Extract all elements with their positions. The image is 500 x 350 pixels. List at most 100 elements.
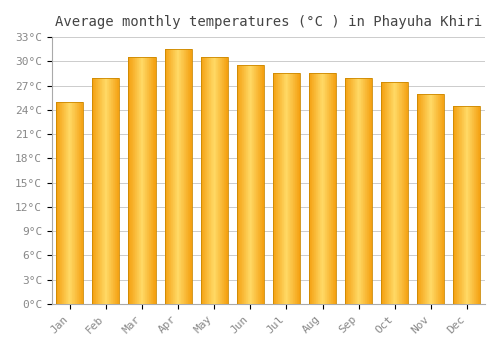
- Bar: [185, 49, 186, 304]
- Bar: [442, 94, 443, 304]
- Bar: [457, 106, 458, 304]
- Bar: [275, 74, 276, 304]
- Bar: [360, 78, 362, 304]
- Bar: [476, 106, 477, 304]
- Bar: [151, 57, 152, 304]
- Bar: [182, 49, 183, 304]
- Bar: [262, 65, 263, 304]
- Bar: [200, 57, 202, 304]
- Bar: [62, 102, 63, 304]
- Bar: [334, 74, 336, 304]
- Bar: [321, 74, 322, 304]
- Bar: [459, 106, 460, 304]
- Bar: [137, 57, 138, 304]
- Bar: [58, 102, 59, 304]
- Bar: [345, 78, 346, 304]
- Bar: [312, 74, 313, 304]
- Bar: [371, 78, 372, 304]
- Bar: [297, 74, 298, 304]
- Bar: [282, 74, 283, 304]
- Bar: [390, 82, 392, 304]
- Bar: [437, 94, 438, 304]
- Bar: [78, 102, 80, 304]
- Bar: [455, 106, 456, 304]
- Bar: [330, 74, 332, 304]
- Bar: [287, 74, 288, 304]
- Bar: [179, 49, 180, 304]
- Bar: [439, 94, 440, 304]
- Bar: [473, 106, 474, 304]
- Bar: [136, 57, 137, 304]
- Bar: [94, 78, 95, 304]
- Bar: [74, 102, 75, 304]
- Bar: [138, 57, 140, 304]
- Bar: [348, 78, 349, 304]
- Bar: [355, 78, 356, 304]
- Bar: [148, 57, 149, 304]
- Bar: [358, 78, 360, 304]
- Bar: [258, 65, 259, 304]
- Bar: [187, 49, 188, 304]
- Bar: [255, 65, 256, 304]
- Bar: [144, 57, 146, 304]
- Bar: [252, 65, 253, 304]
- Bar: [212, 57, 213, 304]
- Bar: [133, 57, 134, 304]
- Bar: [75, 102, 76, 304]
- Bar: [249, 65, 250, 304]
- Bar: [128, 57, 156, 304]
- Bar: [142, 57, 144, 304]
- Bar: [69, 102, 70, 304]
- Bar: [257, 65, 258, 304]
- Bar: [466, 106, 467, 304]
- Bar: [210, 57, 211, 304]
- Bar: [332, 74, 334, 304]
- Bar: [399, 82, 400, 304]
- Bar: [215, 57, 216, 304]
- Bar: [59, 102, 60, 304]
- Bar: [107, 78, 108, 304]
- Bar: [427, 94, 428, 304]
- Bar: [239, 65, 240, 304]
- Bar: [176, 49, 178, 304]
- Bar: [383, 82, 384, 304]
- Bar: [67, 102, 68, 304]
- Bar: [406, 82, 407, 304]
- Bar: [467, 106, 468, 304]
- Bar: [68, 102, 69, 304]
- Bar: [242, 65, 243, 304]
- Bar: [350, 78, 351, 304]
- Bar: [131, 57, 132, 304]
- Bar: [433, 94, 434, 304]
- Bar: [434, 94, 435, 304]
- Bar: [256, 65, 257, 304]
- Bar: [134, 57, 135, 304]
- Bar: [356, 78, 358, 304]
- Bar: [288, 74, 289, 304]
- Bar: [407, 82, 408, 304]
- Bar: [474, 106, 475, 304]
- Bar: [315, 74, 316, 304]
- Bar: [247, 65, 248, 304]
- Bar: [314, 74, 315, 304]
- Bar: [435, 94, 436, 304]
- Bar: [285, 74, 286, 304]
- Bar: [164, 49, 165, 304]
- Bar: [273, 74, 300, 304]
- Bar: [454, 106, 455, 304]
- Bar: [470, 106, 471, 304]
- Bar: [313, 74, 314, 304]
- Bar: [405, 82, 406, 304]
- Bar: [432, 94, 433, 304]
- Bar: [441, 94, 442, 304]
- Bar: [293, 74, 294, 304]
- Bar: [164, 49, 192, 304]
- Bar: [323, 74, 324, 304]
- Bar: [424, 94, 426, 304]
- Bar: [130, 57, 131, 304]
- Bar: [226, 57, 227, 304]
- Bar: [253, 65, 254, 304]
- Bar: [254, 65, 255, 304]
- Bar: [188, 49, 189, 304]
- Bar: [420, 94, 422, 304]
